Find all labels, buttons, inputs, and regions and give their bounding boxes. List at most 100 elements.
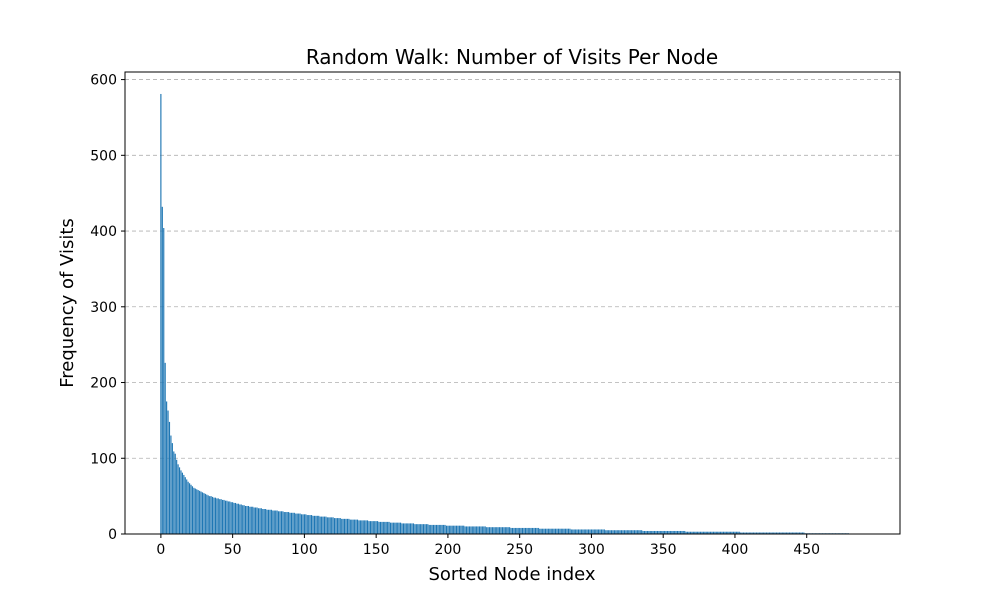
bar xyxy=(744,532,746,534)
bar xyxy=(427,524,429,534)
bar xyxy=(549,528,551,534)
bar xyxy=(656,530,659,534)
bar xyxy=(186,479,188,534)
bar xyxy=(559,528,561,534)
bar xyxy=(177,464,179,534)
bar xyxy=(252,506,254,534)
bar xyxy=(689,531,692,534)
bar xyxy=(243,505,245,534)
bar xyxy=(547,528,549,534)
bar xyxy=(331,517,333,534)
bar xyxy=(760,532,762,534)
bar xyxy=(381,521,383,534)
bar xyxy=(178,467,181,534)
x-axis-ticks: 0 50 100 150 200 250 300 350 400 450 xyxy=(156,534,820,558)
bar xyxy=(596,529,598,534)
bar xyxy=(311,515,313,534)
bar xyxy=(649,530,651,534)
bar xyxy=(355,519,357,534)
bar xyxy=(163,228,165,535)
bar xyxy=(204,493,206,534)
bar xyxy=(681,530,683,534)
bar xyxy=(319,516,321,534)
bar xyxy=(200,491,202,534)
bar xyxy=(236,503,238,534)
bar xyxy=(187,481,189,534)
bar xyxy=(305,514,307,534)
bar xyxy=(738,531,740,534)
bar xyxy=(375,521,377,534)
bar xyxy=(669,530,671,534)
bar xyxy=(199,490,201,534)
bar xyxy=(270,509,272,534)
bar xyxy=(781,532,783,534)
bar xyxy=(372,521,374,534)
bar xyxy=(325,516,327,534)
bar xyxy=(721,531,723,534)
bar xyxy=(476,526,478,534)
bar xyxy=(342,518,344,534)
bar xyxy=(544,528,547,534)
bar xyxy=(589,529,591,534)
x-tick-label: 400 xyxy=(722,542,749,558)
bar xyxy=(553,528,555,534)
bar xyxy=(628,530,630,534)
bar xyxy=(761,532,763,534)
bar xyxy=(603,529,605,534)
bar xyxy=(300,514,303,534)
bar xyxy=(771,532,773,534)
bar xyxy=(764,532,766,534)
bar xyxy=(219,499,221,534)
bar xyxy=(276,510,278,534)
bar xyxy=(432,524,435,534)
bar xyxy=(176,459,178,534)
bar xyxy=(260,508,262,534)
bar xyxy=(709,531,712,534)
bar xyxy=(517,527,519,534)
bar xyxy=(201,492,204,534)
bar xyxy=(745,532,748,534)
bar xyxy=(786,532,788,534)
bar xyxy=(765,532,768,534)
bar xyxy=(600,529,603,534)
bar xyxy=(457,525,459,534)
bar xyxy=(593,529,595,534)
bar xyxy=(503,527,505,534)
bar xyxy=(770,532,772,534)
bar xyxy=(491,527,493,534)
bar xyxy=(798,532,801,534)
bar xyxy=(725,531,727,534)
bar xyxy=(289,512,291,534)
bar xyxy=(207,495,209,534)
bar xyxy=(292,512,294,534)
bar xyxy=(737,531,739,534)
bar xyxy=(570,529,572,534)
bar xyxy=(223,499,225,534)
bar xyxy=(437,524,439,534)
bar xyxy=(747,532,749,534)
bar xyxy=(183,474,185,534)
bar xyxy=(335,518,337,534)
bar xyxy=(359,520,361,534)
bar xyxy=(203,493,205,534)
bar xyxy=(411,523,413,534)
bar xyxy=(776,532,778,534)
bar xyxy=(751,532,753,534)
bar xyxy=(676,530,679,534)
y-tick-label: 0 xyxy=(108,527,117,543)
bar xyxy=(361,520,363,534)
bar xyxy=(675,530,677,534)
bar xyxy=(486,527,488,534)
bar xyxy=(473,526,475,534)
bar xyxy=(440,524,442,534)
bar xyxy=(655,530,657,534)
bar xyxy=(688,531,690,534)
bar xyxy=(366,520,369,534)
x-tick-label: 200 xyxy=(435,542,462,558)
bar xyxy=(374,521,376,534)
bar xyxy=(552,528,554,534)
bar xyxy=(184,477,186,534)
x-tick-label: 300 xyxy=(578,542,605,558)
x-tick-label: 100 xyxy=(291,542,318,558)
bar xyxy=(326,517,328,534)
